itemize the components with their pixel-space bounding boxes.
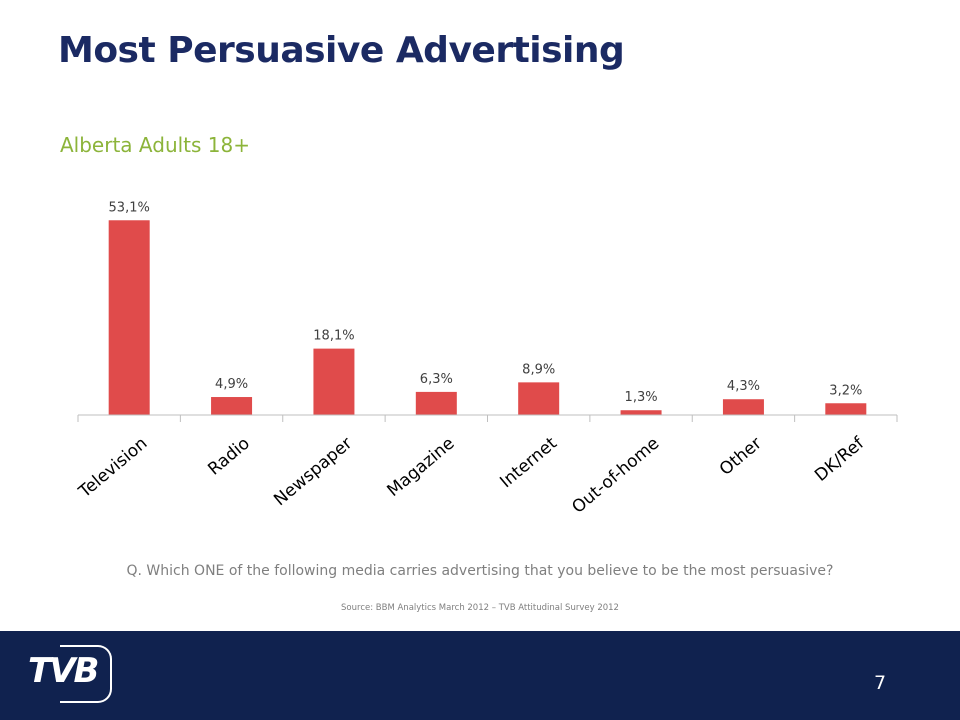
value-label: 3,2%: [829, 383, 862, 398]
category-label: Radio: [204, 434, 253, 480]
category-label: Television: [74, 434, 151, 503]
x-axis: [77, 414, 898, 422]
source-note: Source: BBM Analytics March 2012 – TVB A…: [341, 603, 619, 613]
value-labels-group: 53,1% 4,9% 18,1% 6,3% 8,9% 1,3% 4,3% 3,2%: [109, 200, 863, 405]
value-label: 8,9%: [522, 362, 555, 377]
bars-group: [108, 220, 867, 415]
page-number: 7: [874, 672, 887, 694]
logo-frame: [60, 645, 112, 703]
logo-text: TVB: [28, 651, 99, 691]
survey-question: Q. Which ONE of the following media carr…: [126, 563, 834, 579]
category-label: Newspaper: [270, 434, 356, 511]
value-label: 6,3%: [420, 372, 453, 387]
value-label: 4,3%: [727, 379, 760, 394]
bar-dk-ref: [825, 403, 867, 415]
category-label: Internet: [496, 433, 561, 492]
category-label: Magazine: [383, 434, 458, 502]
bar-other: [722, 399, 764, 415]
category-label: Out-of-home: [568, 434, 663, 518]
category-labels-group: Television Radio Newspaper Magazine Internet…: [74, 433, 868, 518]
value-label: 18,1%: [313, 329, 354, 344]
bar-television: [108, 220, 150, 415]
bar-out-of-home: [620, 410, 662, 415]
value-label: 53,1%: [109, 200, 150, 215]
category-label: Other: [716, 434, 766, 480]
tvb-logo: TVB: [26, 645, 112, 703]
category-label: DK/Ref: [811, 433, 869, 486]
slide-subtitle: Alberta Adults 18+: [60, 133, 250, 157]
value-label: 4,9%: [215, 377, 248, 392]
bar-internet: [518, 382, 560, 415]
bar-newspaper: [313, 348, 355, 415]
footer-bar: TVB 7: [0, 631, 960, 720]
bar-radio: [211, 397, 253, 415]
slide-title: Most Persuasive Advertising: [58, 30, 625, 71]
bar-chart: 53,1% 4,9% 18,1% 6,3% 8,9% 1,3% 4,3% 3,2% Telev…: [74, 200, 898, 518]
bar-magazine: [415, 391, 457, 415]
value-label: 1,3%: [625, 390, 658, 405]
